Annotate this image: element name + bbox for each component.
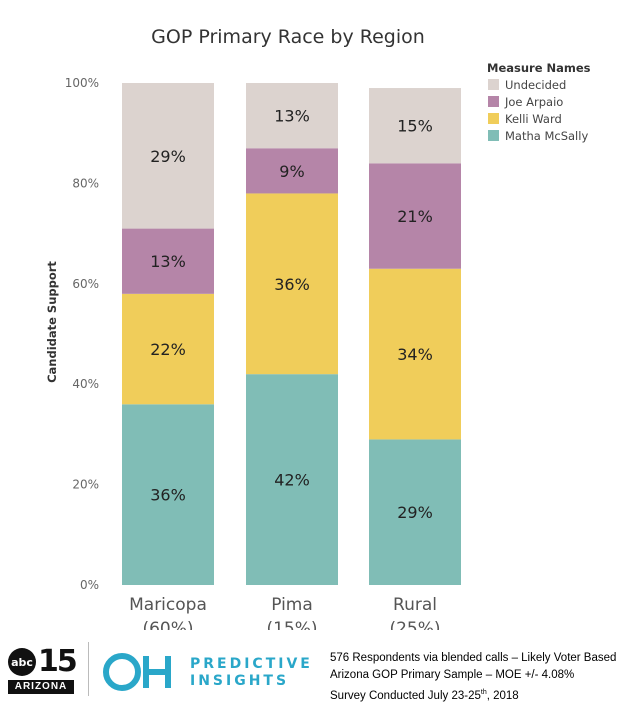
footer-divider [88, 642, 89, 696]
bar-data-label: 29% [397, 503, 433, 522]
legend-label: Joe Arpaio [504, 95, 563, 109]
y-tick-label: 100% [65, 76, 99, 90]
bar-data-label: 21% [397, 207, 433, 226]
y-tick-label: 40% [72, 377, 99, 391]
bar-segment [369, 439, 461, 585]
abc-logo-number: 15 [38, 644, 78, 679]
note-line-3-prefix: Survey Conducted July 23-25 [330, 689, 481, 702]
brand-line-1: PREDICTIVE [190, 656, 313, 672]
y-tick-label: 60% [72, 277, 99, 291]
note-line-3: Survey Conducted July 23-25th, 2018 [330, 684, 616, 705]
footer: abc 15 ARIZONA PREDICTIVE INSIGHTS 576 R… [0, 630, 637, 702]
bar-segment [246, 193, 338, 375]
y-tick-label: 20% [72, 478, 99, 492]
bar-data-label: 36% [274, 275, 310, 294]
note-line-3-suffix: , 2018 [486, 689, 519, 702]
chart-title: GOP Primary Race by Region [151, 26, 425, 48]
y-tick-label: 0% [80, 578, 99, 592]
note-line-3-sup: th [480, 689, 487, 696]
y-tick-label: 80% [72, 176, 99, 190]
abc15-logo: abc 15 ARIZONA [8, 644, 78, 698]
legend-swatch [488, 130, 499, 141]
legend: Measure Names Undecided Joe Arpaio Kelli W… [487, 61, 591, 143]
survey-notes: 576 Respondents via blended calls – Like… [330, 650, 616, 705]
note-line-1: 576 Respondents via blended calls – Like… [330, 652, 617, 664]
bar-segment [122, 404, 214, 585]
bar-segment [369, 88, 461, 164]
legend-swatch [488, 113, 499, 124]
abc-logo-circle: abc [8, 648, 36, 676]
bar-data-label: 34% [397, 345, 433, 364]
legend-label: Kelli Ward [505, 112, 562, 126]
bar-data-label: 13% [150, 252, 186, 271]
legend-swatch [488, 79, 499, 90]
x-category-share: (60%) [142, 619, 193, 630]
bar-data-label: 42% [274, 471, 310, 490]
abc-logo-state: ARIZONA [8, 680, 74, 694]
x-category-share: (15%) [266, 619, 317, 630]
y-axis-ticks: 0% 20% 40% 60% 80% 100% [65, 76, 99, 592]
legend-title: Measure Names [487, 61, 591, 75]
bar-data-label: 9% [279, 162, 304, 181]
x-category-label: Maricopa [129, 595, 207, 615]
brand-line-2: INSIGHTS [190, 673, 290, 689]
x-axis-labels: Maricopa (60%) Pima (15%) Rural (25%) [129, 595, 440, 630]
bar-segment [246, 148, 338, 194]
legend-swatch [488, 96, 499, 107]
x-category-label: Rural [393, 595, 437, 615]
bar-segment [369, 163, 461, 269]
bar-data-label: 15% [397, 117, 433, 136]
bars: 36% 22% 13% 29% 42% 36% 9% 13% 29% 34% 21% 15% [122, 83, 461, 585]
stacked-bar-chart: GOP Primary Race by Region Candidate Sup… [45, 26, 591, 630]
bar-segment [122, 83, 214, 229]
bar-data-label: 22% [150, 340, 186, 359]
x-category-share: (25%) [389, 619, 440, 630]
legend-items: Undecided Joe Arpaio Kelli Ward Matha McSal… [488, 78, 588, 143]
bar-segment [369, 268, 461, 440]
oh-logo-icon [103, 653, 171, 691]
bar-data-label: 29% [150, 147, 186, 166]
bar-data-label: 13% [274, 107, 310, 126]
bar-segment [122, 293, 214, 405]
bar-segment [246, 83, 338, 149]
predictive-insights-wordmark: PREDICTIVE INSIGHTS [190, 656, 313, 690]
x-category-label: Pima [271, 595, 313, 615]
legend-label: Matha McSally [505, 129, 588, 143]
y-axis-label: Candidate Support [45, 261, 59, 383]
bar-segment [122, 228, 214, 294]
bar-segment [246, 374, 338, 585]
note-line-2: Arizona GOP Primary Sample – MOE +/- 4.0… [330, 669, 575, 681]
bar-data-label: 36% [150, 486, 186, 505]
legend-label: Undecided [505, 78, 566, 92]
